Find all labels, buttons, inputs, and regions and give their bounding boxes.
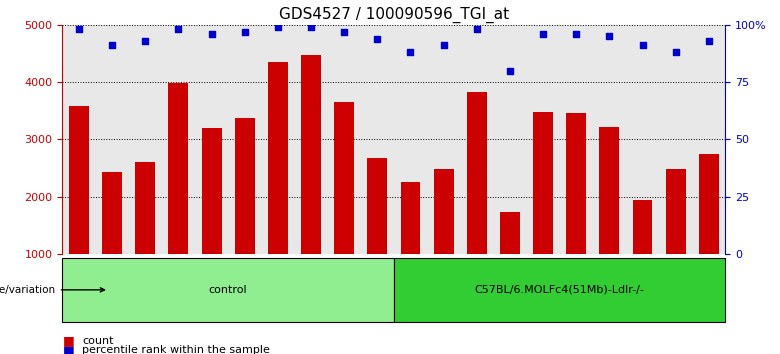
Bar	[367, 158, 387, 312]
Text: control: control	[209, 285, 247, 295]
Text: C57BL/6.MOLFc4(51Mb)-Ldlr-/-: C57BL/6.MOLFc4(51Mb)-Ldlr-/-	[475, 285, 644, 295]
Bar	[500, 212, 519, 312]
Point	[338, 29, 350, 34]
Point	[603, 33, 615, 39]
Bar	[235, 118, 254, 312]
Bar	[301, 55, 321, 312]
Bar	[62, 258, 394, 322]
Title: GDS4527 / 100090596_TGI_at: GDS4527 / 100090596_TGI_at	[278, 7, 509, 23]
Point	[438, 42, 450, 48]
Bar	[633, 200, 653, 312]
Text: percentile rank within the sample: percentile rank within the sample	[82, 346, 270, 354]
Bar	[600, 127, 619, 312]
Point	[106, 42, 119, 48]
Bar	[394, 258, 725, 322]
Point	[371, 36, 384, 41]
Bar	[434, 169, 454, 312]
Bar	[69, 106, 89, 312]
Point	[636, 42, 649, 48]
Point	[470, 27, 483, 32]
Point	[172, 27, 185, 32]
Bar	[168, 83, 189, 312]
Point	[504, 68, 516, 74]
Point	[703, 38, 715, 44]
Bar	[401, 182, 420, 312]
Text: genotype/variation: genotype/variation	[0, 285, 105, 295]
Point	[537, 31, 549, 37]
Bar	[268, 62, 288, 312]
Text: ■: ■	[62, 334, 74, 347]
Bar	[201, 128, 222, 312]
Point	[570, 31, 583, 37]
Bar	[136, 162, 155, 312]
Text: ■: ■	[62, 344, 74, 354]
Bar	[699, 154, 719, 312]
Bar	[466, 92, 487, 312]
Point	[404, 50, 417, 55]
Bar	[335, 102, 354, 312]
Bar	[534, 113, 553, 312]
Point	[205, 31, 218, 37]
Bar	[102, 172, 122, 312]
Text: count: count	[82, 336, 113, 346]
Point	[73, 27, 85, 32]
Point	[271, 24, 284, 30]
Point	[239, 29, 251, 34]
Point	[305, 24, 317, 30]
Point	[669, 50, 682, 55]
Bar	[566, 113, 587, 312]
Point	[139, 38, 151, 44]
Bar	[666, 169, 686, 312]
